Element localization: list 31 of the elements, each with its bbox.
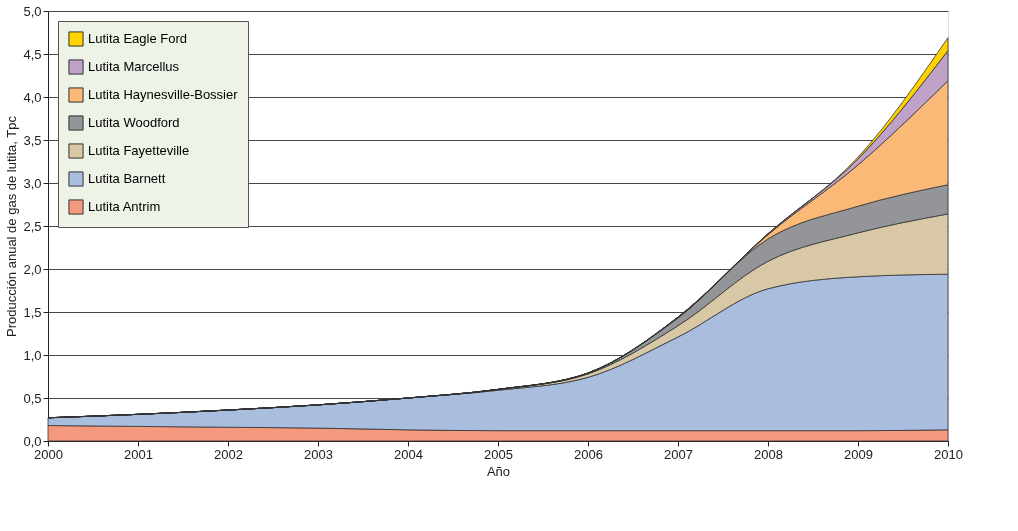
y-tick-label: 3,5 [23,132,42,148]
x-tick-label: 2010 [934,446,963,462]
x-tick-label: 2006 [574,446,603,462]
legend-label: Lutita Barnett [88,171,166,186]
legend-label: Lutita Antrim [88,199,161,214]
x-tick-label: 2007 [664,446,693,462]
y-tick-label: 0,0 [23,433,42,449]
y-tick-label: 1,0 [23,347,42,363]
y-tick-label: 0,5 [23,390,42,406]
legend-label: Lutita Haynesville-Bossier [88,87,239,102]
y-axis-title: Producción anual de gas de lutita, Tpc [4,115,20,337]
legend-label: Lutita Eagle Ford [88,31,188,46]
x-tick-label: 2000 [34,446,63,462]
x-tick-label: 2003 [304,446,333,462]
legend-label: Lutita Woodford [88,115,180,130]
y-tick-label: 5,0 [23,3,42,19]
x-tick-label: 2001 [124,446,153,462]
y-tick-label: 2,0 [23,261,42,277]
x-tick-label: 2009 [844,446,873,462]
legend-label: Lutita Fayetteville [88,143,190,158]
x-tick-label: 2004 [394,446,423,462]
legend-label: Lutita Marcellus [88,59,180,74]
x-axis-title: Año [486,463,511,479]
y-tick-label: 1,5 [23,304,42,320]
y-tick-label: 4,0 [23,89,42,105]
x-tick-label: 2002 [214,446,243,462]
y-tick-label: 4,5 [23,46,42,62]
x-tick-label: 2005 [484,446,513,462]
x-tick-label: 2008 [754,446,783,462]
y-tick-label: 2,5 [23,218,42,234]
y-tick-label: 3,0 [23,175,42,191]
